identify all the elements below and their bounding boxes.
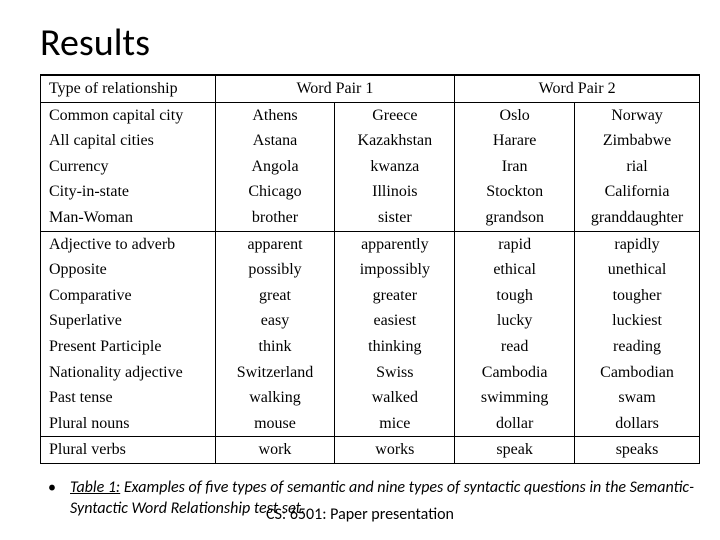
table-cell: Zimbabwe — [575, 128, 700, 154]
table-cell: Adjective to adverb — [41, 231, 216, 257]
table-row: All capital citiesAstanaKazakhstanHarare… — [41, 128, 700, 154]
table-cell: All capital cities — [41, 128, 216, 154]
table-cell: sister — [335, 205, 455, 231]
table-cell: Present Participle — [41, 334, 216, 360]
table-cell: brother — [215, 205, 335, 231]
table-cell: Past tense — [41, 385, 216, 411]
table-cell: work — [215, 437, 335, 464]
table-cell: unethical — [575, 257, 700, 283]
table-cell: grandson — [455, 205, 575, 231]
col-header-pair2: Word Pair 2 — [455, 75, 700, 102]
slide: Results Type of relationship Word Pair 1… — [0, 0, 720, 540]
table-cell: impossibly — [335, 257, 455, 283]
table-cell: Plural verbs — [41, 437, 216, 464]
table-cell: think — [215, 334, 335, 360]
table-cell: tougher — [575, 283, 700, 309]
page-title: Results — [40, 20, 690, 66]
table-cell: Harare — [455, 128, 575, 154]
table-cell: mice — [335, 411, 455, 437]
table-cell: Switzerland — [215, 360, 335, 386]
table-cell: Norway — [575, 102, 700, 128]
table-cell: Superlative — [41, 308, 216, 334]
table-row: CurrencyAngolakwanzaIranrial — [41, 154, 700, 180]
table-row: Adjective to adverbapparentapparentlyrap… — [41, 231, 700, 257]
table-row: Man-Womanbrothersistergrandsongranddaugh… — [41, 205, 700, 231]
table-cell: City-in-state — [41, 179, 216, 205]
table-cell: dollars — [575, 411, 700, 437]
table-cell: Plural nouns — [41, 411, 216, 437]
table-cell: lucky — [455, 308, 575, 334]
table-cell: reading — [575, 334, 700, 360]
table-cell: Nationality adjective — [41, 360, 216, 386]
table-cell: Chicago — [215, 179, 335, 205]
table-row: Plural verbsworkworksspeakspeaks — [41, 437, 700, 464]
table-cell: California — [575, 179, 700, 205]
table-cell: easiest — [335, 308, 455, 334]
table-cell: Opposite — [41, 257, 216, 283]
table-cell: ethical — [455, 257, 575, 283]
table-cell: granddaughter — [575, 205, 700, 231]
table-row: Plural nounsmousemicedollardollars — [41, 411, 700, 437]
table-cell: Swiss — [335, 360, 455, 386]
footer-text: CS: 6501: Paper presentation — [0, 505, 720, 524]
table-cell: great — [215, 283, 335, 309]
col-header-relationship: Type of relationship — [41, 75, 216, 102]
table-cell: Oslo — [455, 102, 575, 128]
table-cell: Kazakhstan — [335, 128, 455, 154]
table-cell: walking — [215, 385, 335, 411]
table-row: Comparativegreatgreatertoughtougher — [41, 283, 700, 309]
table-cell: mouse — [215, 411, 335, 437]
table-header-row: Type of relationship Word Pair 1 Word Pa… — [41, 75, 700, 102]
table-cell: Currency — [41, 154, 216, 180]
table-cell: greater — [335, 283, 455, 309]
bullet-icon: • — [48, 478, 70, 499]
table-row: Common capital cityAthensGreeceOsloNorwa… — [41, 102, 700, 128]
table-body: Common capital cityAthensGreeceOsloNorwa… — [41, 102, 700, 463]
table-cell: rapid — [455, 231, 575, 257]
table-cell: works — [335, 437, 455, 464]
table-cell: read — [455, 334, 575, 360]
table-cell: possibly — [215, 257, 335, 283]
table-cell: apparent — [215, 231, 335, 257]
relationship-table: Type of relationship Word Pair 1 Word Pa… — [40, 74, 700, 464]
table-cell: Angola — [215, 154, 335, 180]
table-cell: Comparative — [41, 283, 216, 309]
table-cell: dollar — [455, 411, 575, 437]
table-cell: Cambodia — [455, 360, 575, 386]
table-cell: walked — [335, 385, 455, 411]
table-cell: apparently — [335, 231, 455, 257]
table-cell: luckiest — [575, 308, 700, 334]
table-row: Superlativeeasyeasiestluckyluckiest — [41, 308, 700, 334]
col-header-pair1: Word Pair 1 — [215, 75, 455, 102]
table-cell: Illinois — [335, 179, 455, 205]
table-cell: rial — [575, 154, 700, 180]
table-cell: speaks — [575, 437, 700, 464]
table-cell: Common capital city — [41, 102, 216, 128]
caption-lead: Table 1: — [70, 478, 120, 497]
table-cell: speak — [455, 437, 575, 464]
table-cell: Iran — [455, 154, 575, 180]
table-cell: Athens — [215, 102, 335, 128]
table-cell: tough — [455, 283, 575, 309]
table-cell: Cambodian — [575, 360, 700, 386]
table-row: Past tensewalkingwalkedswimmingswam — [41, 385, 700, 411]
table-cell: swimming — [455, 385, 575, 411]
table-row: Present Participlethinkthinkingreadreadi… — [41, 334, 700, 360]
table-cell: swam — [575, 385, 700, 411]
table-cell: thinking — [335, 334, 455, 360]
table-cell: Greece — [335, 102, 455, 128]
table-row: Nationality adjectiveSwitzerlandSwissCam… — [41, 360, 700, 386]
table-cell: Astana — [215, 128, 335, 154]
table-cell: Man-Woman — [41, 205, 216, 231]
table-cell: rapidly — [575, 231, 700, 257]
table-row: City-in-stateChicagoIllinoisStocktonCali… — [41, 179, 700, 205]
table-cell: kwanza — [335, 154, 455, 180]
table-cell: Stockton — [455, 179, 575, 205]
table-cell: easy — [215, 308, 335, 334]
table-row: Oppositepossiblyimpossiblyethicalunethic… — [41, 257, 700, 283]
